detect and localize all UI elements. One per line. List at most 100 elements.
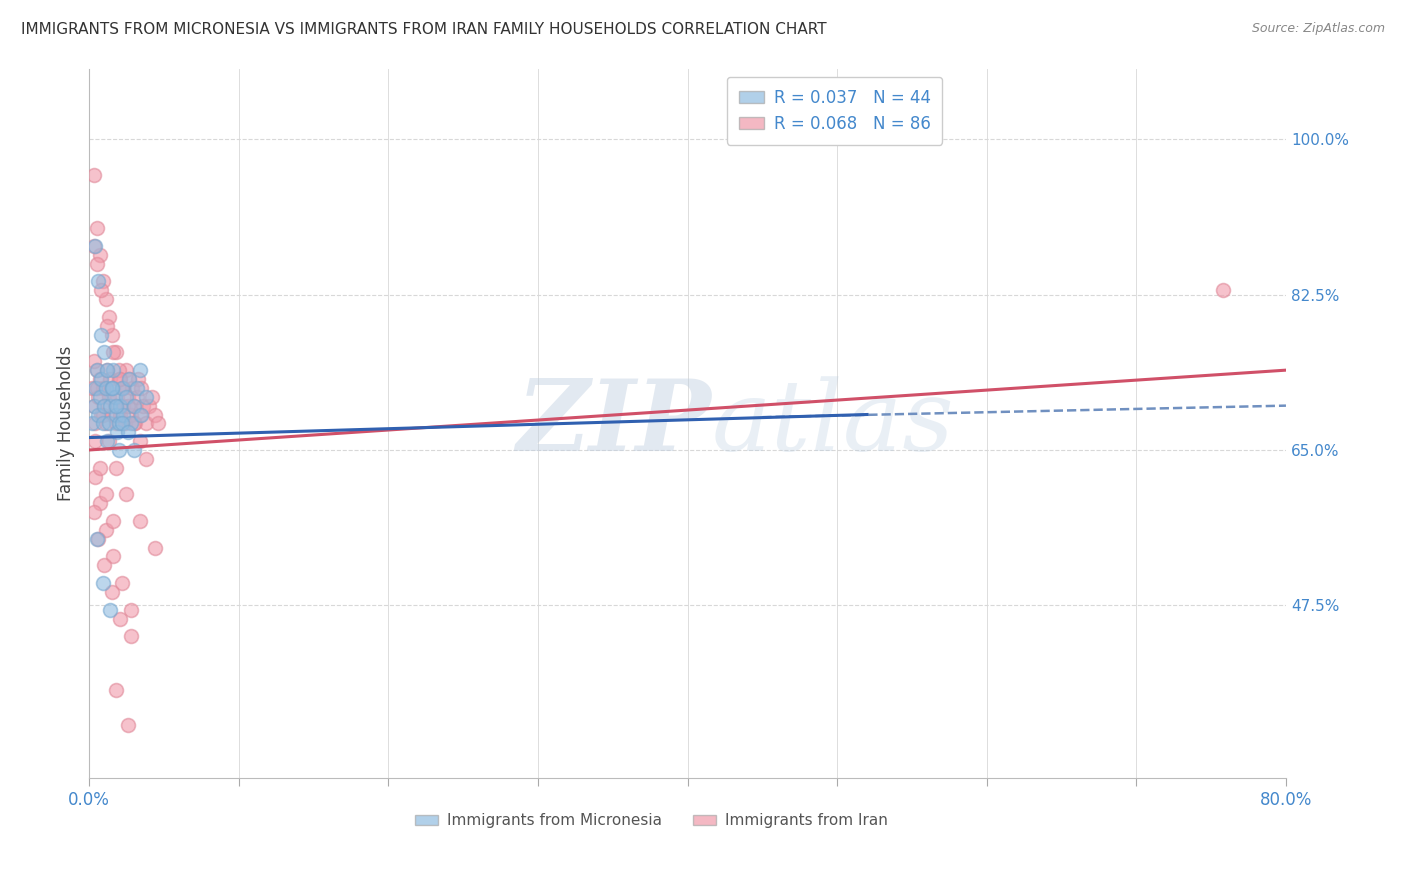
Point — [120, 417, 142, 431]
Point — [115, 390, 138, 404]
Point — [122, 417, 145, 431]
Point — [94, 487, 117, 501]
Point — [83, 168, 105, 182]
Point — [100, 381, 122, 395]
Point — [83, 399, 105, 413]
Point — [132, 399, 155, 413]
Point — [107, 425, 129, 440]
Point — [118, 372, 141, 386]
Text: atlas: atlas — [711, 376, 955, 471]
Point — [122, 442, 145, 457]
Point — [96, 434, 118, 449]
Point — [91, 381, 114, 395]
Point — [107, 390, 129, 404]
Text: ZIP: ZIP — [516, 376, 711, 472]
Point — [96, 318, 118, 333]
Point — [84, 469, 107, 483]
Point — [105, 408, 128, 422]
Point — [94, 292, 117, 306]
Point — [108, 372, 131, 386]
Point — [100, 408, 122, 422]
Point — [100, 381, 122, 395]
Point — [89, 390, 111, 404]
Point — [108, 363, 131, 377]
Point — [108, 417, 131, 431]
Point — [101, 549, 124, 564]
Point — [86, 381, 108, 395]
Point — [135, 417, 157, 431]
Point — [110, 408, 132, 422]
Point — [115, 363, 138, 377]
Point — [115, 487, 138, 501]
Point — [91, 417, 114, 431]
Point — [135, 390, 157, 404]
Point — [138, 399, 160, 413]
Point — [124, 417, 146, 431]
Point — [80, 381, 103, 395]
Point — [118, 372, 141, 386]
Point — [110, 399, 132, 413]
Point — [97, 390, 120, 404]
Text: Source: ZipAtlas.com: Source: ZipAtlas.com — [1251, 22, 1385, 36]
Point — [127, 372, 149, 386]
Point — [105, 682, 128, 697]
Point — [80, 417, 103, 431]
Point — [131, 408, 153, 422]
Point — [98, 372, 121, 386]
Point — [112, 408, 135, 422]
Point — [98, 399, 121, 413]
Point — [97, 417, 120, 431]
Point — [146, 417, 169, 431]
Point — [97, 310, 120, 324]
Point — [117, 425, 139, 440]
Point — [103, 390, 125, 404]
Point — [129, 363, 152, 377]
Point — [90, 283, 112, 297]
Point — [83, 354, 105, 368]
Point — [84, 417, 107, 431]
Legend: Immigrants from Micronesia, Immigrants from Iran: Immigrants from Micronesia, Immigrants f… — [409, 807, 894, 834]
Point — [101, 514, 124, 528]
Point — [112, 399, 135, 413]
Point — [90, 327, 112, 342]
Point — [89, 460, 111, 475]
Point — [87, 532, 110, 546]
Point — [97, 434, 120, 449]
Point — [100, 327, 122, 342]
Point — [101, 363, 124, 377]
Point — [143, 408, 166, 422]
Point — [87, 390, 110, 404]
Point — [89, 248, 111, 262]
Point — [120, 629, 142, 643]
Point — [83, 505, 105, 519]
Point — [83, 399, 105, 413]
Point — [89, 496, 111, 510]
Point — [1212, 283, 1234, 297]
Point — [87, 275, 110, 289]
Point — [105, 345, 128, 359]
Point — [91, 576, 114, 591]
Point — [131, 381, 153, 395]
Point — [86, 532, 108, 546]
Point — [96, 363, 118, 377]
Point — [93, 399, 115, 413]
Point — [121, 381, 143, 395]
Text: IMMIGRANTS FROM MICRONESIA VS IMMIGRANTS FROM IRAN FAMILY HOUSEHOLDS CORRELATION: IMMIGRANTS FROM MICRONESIA VS IMMIGRANTS… — [21, 22, 827, 37]
Point — [122, 399, 145, 413]
Point — [108, 442, 131, 457]
Point — [141, 390, 163, 404]
Point — [96, 363, 118, 377]
Point — [111, 381, 134, 395]
Point — [93, 399, 115, 413]
Point — [94, 381, 117, 395]
Point — [135, 451, 157, 466]
Point — [143, 541, 166, 555]
Point — [94, 523, 117, 537]
Point — [111, 417, 134, 431]
Point — [117, 399, 139, 413]
Point — [117, 718, 139, 732]
Point — [83, 239, 105, 253]
Point — [98, 602, 121, 616]
Point — [84, 434, 107, 449]
Point — [101, 381, 124, 395]
